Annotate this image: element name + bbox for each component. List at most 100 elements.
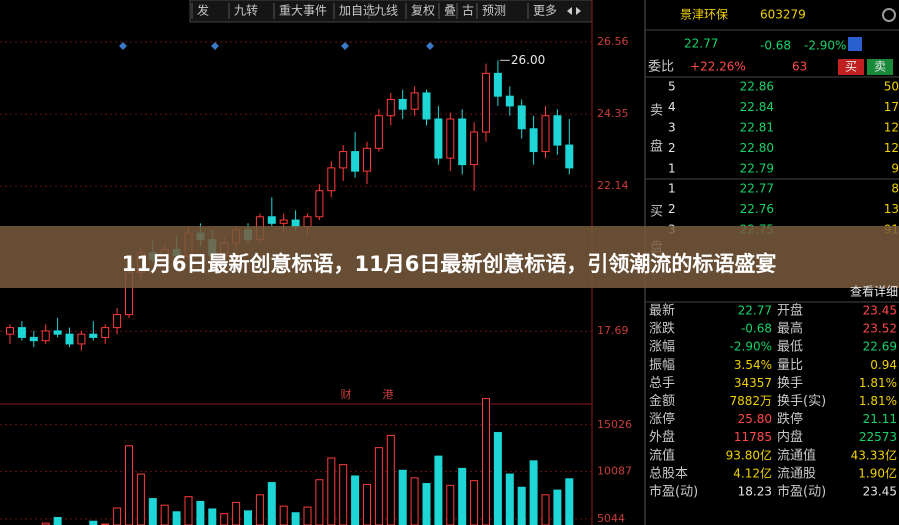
toolbar-button[interactable]: 加自选 <box>339 4 375 18</box>
stat-label: 市盈(动) <box>649 484 698 500</box>
stat-label: 流值 <box>649 447 675 463</box>
y-tick-label: 5044 <box>597 512 625 525</box>
stat-value: 7882万 <box>729 394 772 408</box>
stat-value: 22573 <box>859 430 897 444</box>
level: 2 <box>668 141 676 155</box>
sell-button[interactable] <box>867 59 893 75</box>
level: 4 <box>668 100 676 114</box>
asks-label: 盘 <box>650 139 663 155</box>
stat-value: 22.69 <box>863 340 897 354</box>
volume-bar <box>363 483 371 525</box>
candle-body <box>386 98 395 117</box>
stat-label: 总手 <box>649 376 675 391</box>
volume-bar <box>232 501 241 525</box>
buy-button[interactable] <box>838 59 864 75</box>
volume-bar <box>422 482 431 525</box>
candle-body <box>565 144 574 169</box>
stat-label: 涨幅 <box>649 340 675 355</box>
toolbar-button[interactable]: 九线 <box>374 4 398 18</box>
stat-label: 外盘 <box>649 429 675 445</box>
volume-bar <box>482 398 490 525</box>
toolbar-button[interactable]: 九转 <box>234 3 258 18</box>
volume-bar <box>160 504 169 525</box>
volume-bar <box>196 500 205 525</box>
candle-body <box>529 128 538 153</box>
candle-body <box>410 92 419 110</box>
stat-label: 涨跌 <box>649 321 675 337</box>
volume-bar <box>184 496 193 525</box>
toolbar-button[interactable]: 预测 <box>482 4 506 18</box>
volume-bar <box>303 506 312 525</box>
toolbar-button[interactable]: 重大事件 <box>279 4 327 18</box>
volume-bar <box>220 513 229 525</box>
order-ratio-label: 委比 <box>648 60 674 75</box>
settings-icon[interactable] <box>882 8 896 22</box>
toolbar-button[interactable]: 更多 <box>533 4 557 18</box>
stock-name: 景津环保 <box>680 8 728 22</box>
stat-value: 1.81% <box>859 376 897 390</box>
toolbar-button[interactable]: 复权 <box>411 4 435 18</box>
volume-bar <box>398 469 407 525</box>
detail-link[interactable]: 查看详细 <box>850 284 898 299</box>
candle-body <box>493 72 502 97</box>
candle-body <box>351 151 360 172</box>
margin-icon[interactable] <box>848 37 862 51</box>
candle-body <box>41 330 50 342</box>
banner <box>0 226 899 288</box>
toolbar-button[interactable]: 发 <box>197 3 209 18</box>
volume-bar <box>172 511 181 525</box>
volume-bar <box>244 510 252 525</box>
y-tick-label: 10087 <box>597 464 632 477</box>
stat-label: 换手(实) <box>777 394 826 409</box>
sell-button-label[interactable]: 卖 <box>874 60 886 74</box>
volume-bar <box>208 508 217 525</box>
candle-body <box>303 216 312 228</box>
order-diff: 63 <box>792 60 807 74</box>
volume-bar <box>327 457 336 525</box>
volume-bar <box>529 460 538 525</box>
stat-label: 流通值 <box>777 447 816 463</box>
asks-label: 卖 <box>650 104 663 119</box>
price: 22.84 <box>740 100 774 114</box>
order-ratio: +22.26% <box>690 60 746 74</box>
volume-bar <box>565 478 574 525</box>
volume: 50 <box>884 80 899 94</box>
bids-label: 买 <box>650 205 663 220</box>
volume-bar <box>470 480 479 525</box>
stat-value: 3.54% <box>734 358 772 372</box>
volume-bar <box>53 516 62 525</box>
volume-bar <box>410 477 419 525</box>
toolbar-button[interactable]: 古 <box>462 3 474 18</box>
stat-label: 内盘 <box>777 429 803 445</box>
volume-bar <box>517 486 526 525</box>
candle-body <box>553 115 562 146</box>
candle-body <box>446 118 455 159</box>
stat-label: 跌停 <box>777 411 803 427</box>
stat-value: 23.45 <box>863 485 897 499</box>
stat-value: 0.94 <box>870 358 897 372</box>
level: 1 <box>668 182 676 196</box>
marker <box>341 42 349 50</box>
stat-label: 市盈(动) <box>777 484 826 500</box>
stock-code: 603279 <box>760 8 806 22</box>
candle-body <box>77 333 86 345</box>
stat-value: 23.52 <box>863 322 897 336</box>
candle-body <box>517 105 526 130</box>
price: 22.80 <box>740 141 774 155</box>
stock-change-pct: -2.90% <box>804 39 846 53</box>
y-tick-label: 15026 <box>597 418 632 431</box>
volume-bar <box>279 505 288 525</box>
volume-bar <box>136 473 145 525</box>
volume-bar <box>339 464 348 525</box>
stat-label: 最高 <box>777 321 803 337</box>
candle-body <box>482 72 490 133</box>
buy-button-label[interactable]: 买 <box>845 60 857 74</box>
toolbar-arrows[interactable] <box>567 7 581 15</box>
stat-value: 4.12亿 <box>733 465 772 480</box>
toolbar-button[interactable]: 叠 <box>444 4 456 18</box>
stat-value: 11785 <box>734 430 772 444</box>
candle-body <box>53 330 62 335</box>
candle-body <box>29 336 38 342</box>
stat-value: 1.90亿 <box>858 465 897 480</box>
